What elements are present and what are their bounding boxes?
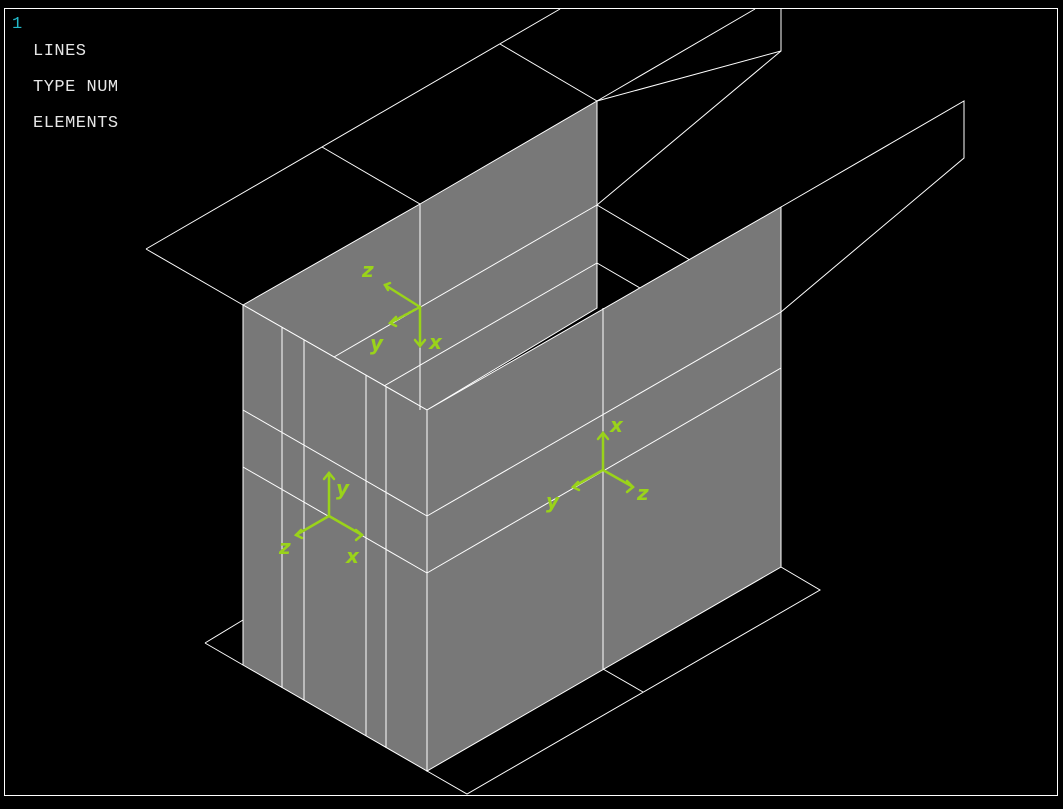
axis-label-x: x — [609, 413, 624, 437]
axis-label-z: z — [636, 481, 649, 505]
axis-label-z: z — [361, 258, 374, 282]
line — [596, 204, 691, 261]
line — [204, 619, 244, 644]
legend-lines: LINES — [33, 42, 87, 61]
wireframe-lines — [145, 8, 965, 795]
element-panels — [241, 100, 782, 772]
window-frame — [4, 8, 1058, 796]
line — [145, 8, 561, 250]
line — [242, 409, 428, 517]
triad-left — [293, 471, 364, 542]
element-front-panel — [426, 206, 782, 772]
line — [596, 262, 641, 289]
line — [780, 100, 965, 313]
axis-label-x: x — [345, 544, 360, 568]
legend-type-num: TYPE NUM — [33, 78, 119, 97]
axis-label-y: y — [370, 331, 384, 355]
legend-elements: ELEMENTS — [33, 114, 119, 133]
line — [596, 9, 782, 102]
line — [596, 50, 782, 206]
line — [596, 8, 756, 102]
axis-label-x: x — [428, 330, 443, 354]
axis-label-y: y — [336, 476, 350, 500]
window-number: 1 — [12, 15, 23, 34]
triad-top — [383, 281, 427, 348]
line — [499, 43, 598, 102]
axis-label-y: y — [546, 489, 560, 513]
line — [426, 311, 782, 517]
line — [383, 262, 598, 387]
axis-label-z: z — [278, 535, 291, 559]
line — [602, 668, 644, 693]
triad-right — [570, 431, 635, 494]
line — [333, 204, 598, 358]
line — [204, 642, 244, 666]
line — [426, 566, 821, 795]
line — [321, 146, 421, 205]
line — [145, 248, 244, 306]
